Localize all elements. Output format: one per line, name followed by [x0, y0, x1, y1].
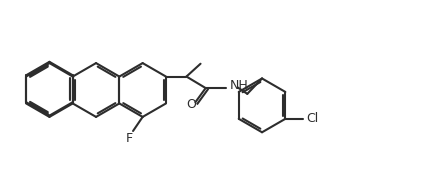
Text: NH: NH — [229, 79, 248, 92]
Text: F: F — [126, 132, 133, 145]
Text: O: O — [186, 98, 196, 111]
Text: Cl: Cl — [306, 112, 318, 125]
